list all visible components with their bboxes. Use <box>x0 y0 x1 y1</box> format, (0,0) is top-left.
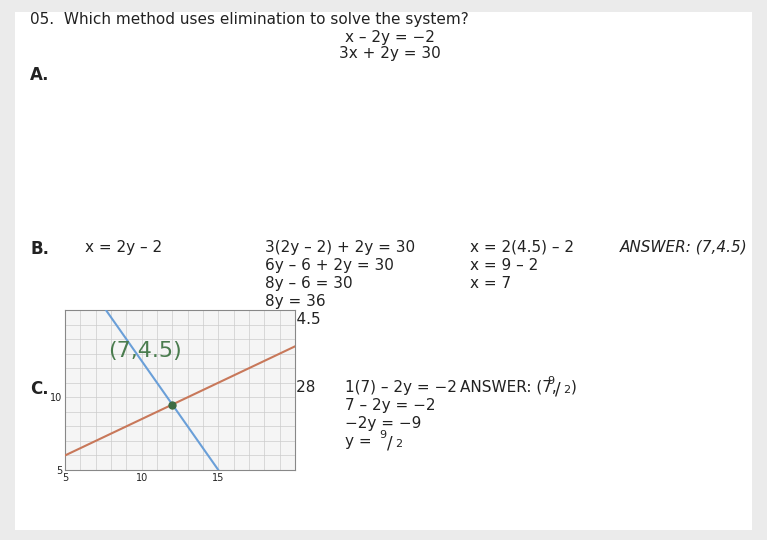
Text: /: / <box>387 434 393 452</box>
Text: 2: 2 <box>395 439 402 449</box>
Text: /: / <box>555 380 561 398</box>
Text: x = 2y – 2: x = 2y – 2 <box>85 240 162 255</box>
Text: 4x = 28: 4x = 28 <box>255 380 315 395</box>
Text: C.: C. <box>30 380 48 398</box>
FancyBboxPatch shape <box>15 12 752 530</box>
Text: 4x + 0y = 28: 4x + 0y = 28 <box>85 416 186 431</box>
Text: (7,4.5): (7,4.5) <box>108 341 182 361</box>
Text: 3x + 2y = 30: 3x + 2y = 30 <box>339 46 441 61</box>
Text: y = 4.5: y = 4.5 <box>265 312 321 327</box>
Text: x = 7: x = 7 <box>255 398 296 413</box>
Text: 3(2y – 2) + 2y = 30: 3(2y – 2) + 2y = 30 <box>265 240 415 255</box>
Text: x = 2(4.5) – 2: x = 2(4.5) – 2 <box>470 240 574 255</box>
Text: B.: B. <box>30 240 49 258</box>
Text: 9: 9 <box>379 430 386 440</box>
Text: 05.  Which method uses elimination to solve the system?: 05. Which method uses elimination to sol… <box>30 12 469 27</box>
Text: x – 2y = −2: x – 2y = −2 <box>345 30 435 45</box>
Text: 8y = 36: 8y = 36 <box>265 294 326 309</box>
Text: ANSWER: (7,: ANSWER: (7, <box>460 380 557 395</box>
Text: 3x + 2y = 30: 3x + 2y = 30 <box>85 398 186 413</box>
Text: 7 – 2y = −2: 7 – 2y = −2 <box>345 398 436 413</box>
Text: x = 9 – 2: x = 9 – 2 <box>470 258 538 273</box>
Text: ): ) <box>571 380 577 395</box>
Text: 6y – 6 + 2y = 30: 6y – 6 + 2y = 30 <box>265 258 394 273</box>
Text: 1x – 2y = −2: 1x – 2y = −2 <box>85 380 185 395</box>
Text: y =: y = <box>345 434 377 449</box>
Text: 2: 2 <box>563 385 570 395</box>
Text: A.: A. <box>30 66 50 84</box>
Text: ANSWER: (7,4.5): ANSWER: (7,4.5) <box>620 240 748 255</box>
Text: 9: 9 <box>547 376 554 386</box>
Text: x = 7: x = 7 <box>470 276 511 291</box>
Text: 8y – 6 = 30: 8y – 6 = 30 <box>265 276 353 291</box>
Text: −2y = −9: −2y = −9 <box>345 416 421 431</box>
Text: 1(7) – 2y = −2: 1(7) – 2y = −2 <box>345 380 457 395</box>
